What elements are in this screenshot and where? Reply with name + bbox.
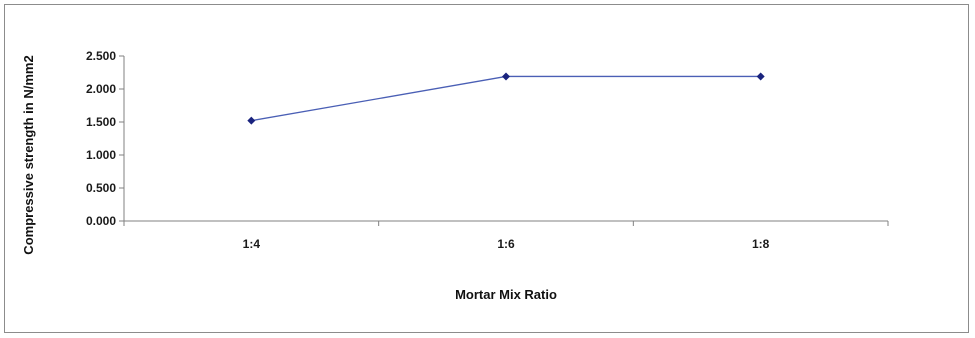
y-tick-label: 1.500: [86, 115, 116, 129]
x-axis-title: Mortar Mix Ratio: [455, 287, 557, 302]
series-line: [251, 75, 761, 122]
y-axis-ticks: 0.000 0.500 1.000 1.500 2.000 2.500: [86, 49, 124, 228]
y-tick-label: 2.500: [86, 49, 116, 63]
x-tick-label: 1:4: [243, 237, 261, 251]
series-group: [247, 72, 765, 125]
data-point: [247, 116, 256, 125]
chart-frame: [4, 4, 969, 333]
y-axis-title: Compressive strength in N/mm2: [21, 55, 36, 254]
data-point: [756, 72, 765, 81]
data-point: [502, 72, 510, 81]
y-tick-label: 2.000: [86, 82, 116, 96]
y-tick-label: 0.000: [86, 214, 116, 228]
y-tick-label: 1.000: [86, 148, 116, 162]
x-tick-label: 1:8: [752, 237, 770, 251]
y-tick-label: 0.500: [86, 181, 116, 195]
x-tick-label: 1:6: [497, 237, 515, 251]
x-axis-ticks: 1:4 1:6 1:8: [123, 221, 889, 251]
